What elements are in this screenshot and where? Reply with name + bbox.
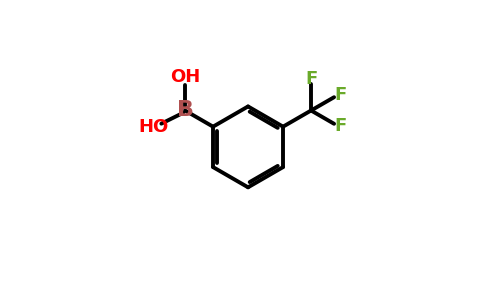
Text: HO: HO [138, 118, 168, 136]
Text: OH: OH [170, 68, 200, 86]
Text: B: B [177, 100, 194, 121]
Text: F: F [334, 117, 347, 135]
Text: F: F [334, 86, 347, 104]
Text: F: F [305, 70, 317, 88]
